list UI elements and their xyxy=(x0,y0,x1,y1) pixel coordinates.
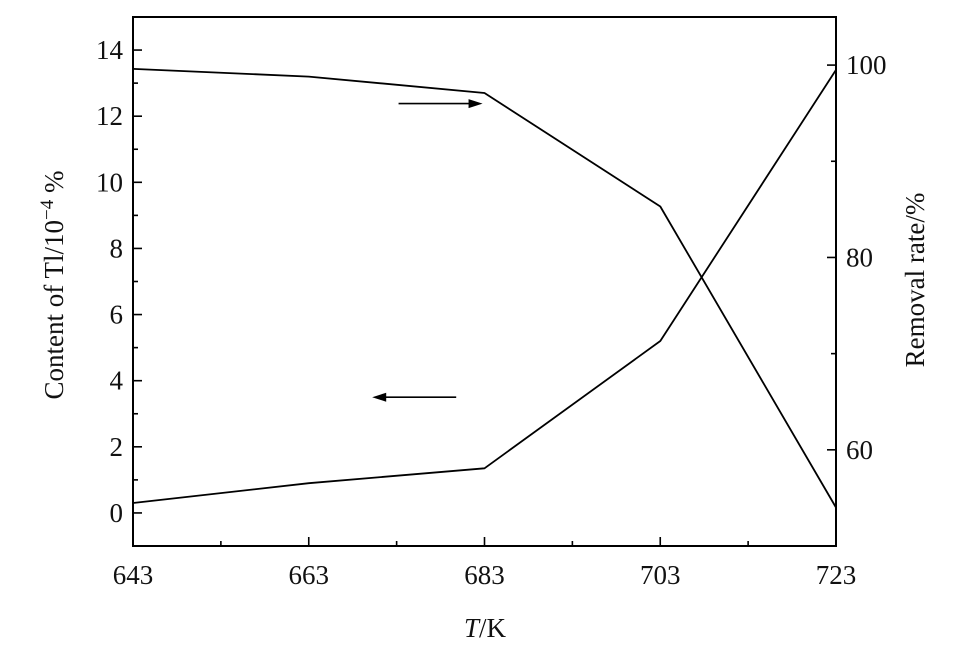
removal-rate-line xyxy=(132,68,837,508)
left-axis-arrow-head xyxy=(372,392,387,402)
series-group xyxy=(132,68,837,508)
left-y-tick-label: 0 xyxy=(110,498,124,528)
left-y-tick-label: 12 xyxy=(96,101,123,131)
left-y-tick-label: 2 xyxy=(110,432,124,462)
left-y-axis-title-unit: % xyxy=(39,171,69,200)
x-axis-title: T/K xyxy=(464,613,507,643)
left-y-axis-title: Content of Tl/10−4 % xyxy=(37,171,69,400)
left-y-axis-ticks: 0 2 4 6 8 10 12 14 xyxy=(96,16,142,547)
right-y-axis-ticks: 60 80 100 xyxy=(827,50,887,547)
x-tick-label: 723 xyxy=(816,560,857,590)
right-y-tick-label: 100 xyxy=(846,50,887,80)
x-tick-label: 683 xyxy=(464,560,505,590)
right-y-axis-title: Removal rate/% xyxy=(900,193,930,368)
x-tick-label: 703 xyxy=(640,560,681,590)
left-y-tick-label: 14 xyxy=(96,35,124,65)
left-y-tick-label: 6 xyxy=(110,300,124,330)
plot-frame xyxy=(132,16,837,547)
x-tick-label: 643 xyxy=(113,560,154,590)
right-axis-arrow-head xyxy=(468,99,483,109)
left-y-tick-label: 4 xyxy=(110,366,124,396)
annotations xyxy=(372,99,483,402)
left-y-axis-title-base: Content of Tl/10 xyxy=(39,220,69,400)
x-axis-title-italic: T xyxy=(464,613,481,643)
right-y-tick-label: 60 xyxy=(846,435,873,465)
right-y-tick-label: 80 xyxy=(846,242,873,272)
tl-content-line xyxy=(132,69,837,504)
left-y-axis-title-exp: −4 xyxy=(37,199,58,220)
x-axis-title-rest: /K xyxy=(479,613,507,643)
x-axis-ticks: 643 663 683 703 723 xyxy=(113,537,857,590)
left-y-tick-label: 10 xyxy=(96,167,123,197)
plot-border xyxy=(132,16,837,547)
left-y-tick-label: 8 xyxy=(110,233,124,263)
x-tick-label: 663 xyxy=(289,560,330,590)
